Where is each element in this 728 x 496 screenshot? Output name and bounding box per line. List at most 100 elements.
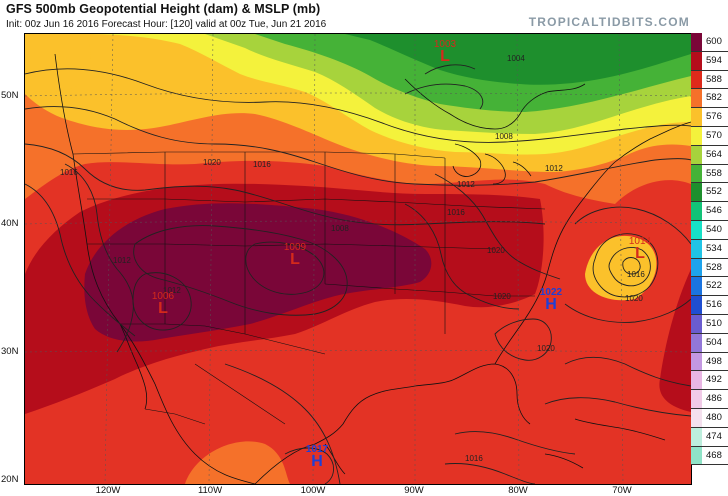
isobar-label: 1016 <box>627 270 645 279</box>
color-scale-row: 516 <box>691 296 728 315</box>
pressure-value: 1006 <box>151 291 175 302</box>
color-scale-label: 474 <box>706 430 722 442</box>
pressure-center-high: 1022 H <box>531 287 571 313</box>
map-subtitle: Init: 00z Jun 16 2016 Forecast Hour: [12… <box>6 19 327 30</box>
lon-label-120w: 120W <box>95 485 121 496</box>
color-scale-row: 600 <box>691 33 728 52</box>
low-marker: L <box>635 245 645 262</box>
graticule <box>25 34 691 484</box>
color-swatch <box>691 333 702 352</box>
color-scale-label: 582 <box>706 92 722 104</box>
weather-map: 1020 1016 1012 1008 1004 1016 1012 1020 … <box>24 33 692 485</box>
map-title: GFS 500mb Geopotential Height (dam) & MS… <box>6 2 321 16</box>
color-swatch <box>691 277 702 296</box>
color-scale-label: 594 <box>706 54 722 66</box>
color-swatch <box>691 390 702 408</box>
color-swatch <box>691 89 702 108</box>
color-swatch <box>691 220 702 239</box>
color-swatch <box>691 126 702 145</box>
color-scale-row: 546 <box>691 202 728 221</box>
isobar-label: 1020 <box>203 158 221 167</box>
isobar-label: 1020 <box>625 294 643 303</box>
isobar-label: 1016 <box>465 454 483 463</box>
color-swatch <box>691 352 702 371</box>
color-scale-row: 576 <box>691 108 728 127</box>
isobar-label: 1012 <box>163 286 181 295</box>
lat-label-40n: 40N <box>1 218 19 229</box>
color-swatch <box>691 164 702 183</box>
color-scale-label: 516 <box>706 299 722 311</box>
lat-label-20n: 20N <box>1 474 19 485</box>
band-582-south <box>185 441 290 484</box>
pressure-center-low: 1006 L <box>143 291 183 317</box>
color-scale-label: 480 <box>706 411 722 423</box>
color-scale-label: 564 <box>706 148 722 160</box>
isobar-label: 1012 <box>457 180 475 189</box>
color-scale-row: 510 <box>691 314 728 334</box>
pressure-center-low: 1014 L <box>620 236 660 262</box>
color-swatch <box>691 70 702 89</box>
color-swatch <box>691 202 702 220</box>
color-swatch <box>691 51 702 70</box>
color-scale-row: 504 <box>691 333 728 353</box>
color-swatch <box>691 145 702 164</box>
color-scale-label: 552 <box>706 186 722 198</box>
color-scale-label: 588 <box>706 73 722 85</box>
color-scale-label: 510 <box>706 317 722 329</box>
low-marker: L <box>158 300 168 317</box>
color-scale-row: 540 <box>691 220 728 240</box>
color-swatch <box>691 183 702 202</box>
pressure-value: 1014 <box>628 236 652 247</box>
color-scale-row: 492 <box>691 371 728 391</box>
isobar-label: 1008 <box>495 132 513 141</box>
lon-label-70w: 70W <box>612 485 632 496</box>
color-scale-label: 498 <box>706 355 722 367</box>
color-scale-row: 534 <box>691 239 728 259</box>
pressure-center-high: 1017 H <box>297 444 337 470</box>
color-scale-row: 564 <box>691 145 728 165</box>
color-scale-label: 492 <box>706 374 722 386</box>
color-scale-row: 588 <box>691 70 728 90</box>
color-scale-label: 576 <box>706 111 722 123</box>
color-scale-row: 480 <box>691 408 728 428</box>
color-swatch <box>691 296 702 314</box>
color-scale-label: 468 <box>706 449 722 461</box>
color-scale-legend: 600 594 588 582 576 570 564 558 552 546 540 534 528 5… <box>691 33 728 484</box>
color-scale-row: 558 <box>691 164 728 184</box>
lon-label-110w: 110W <box>197 485 223 496</box>
color-scale-row: 486 <box>691 390 728 409</box>
high-marker: H <box>545 296 557 313</box>
lon-label-80w: 80W <box>508 485 528 496</box>
lon-label-90w: 90W <box>404 485 424 496</box>
pressure-value: 1022 <box>539 287 563 298</box>
brand-watermark: TROPICALTIDBITS.COM <box>528 15 690 29</box>
isobars <box>25 64 691 484</box>
color-scale-row: 570 <box>691 126 728 146</box>
coastlines <box>54 53 691 484</box>
color-swatch <box>691 371 702 390</box>
isobar-label: 1008 <box>331 224 349 233</box>
isobar-label: 1020 <box>493 292 511 301</box>
color-scale-label: 546 <box>706 205 722 217</box>
color-scale-label: 558 <box>706 167 722 179</box>
color-swatch <box>691 446 702 465</box>
color-swatch <box>691 408 702 427</box>
color-scale-row: 594 <box>691 51 728 71</box>
lat-label-50n: 50N <box>1 90 19 101</box>
pressure-center-low: 1009 L <box>275 242 315 268</box>
isobar-label: 1020 <box>537 344 555 353</box>
color-swatch <box>691 314 702 333</box>
color-scale-row: 474 <box>691 427 728 447</box>
color-swatch <box>691 239 702 258</box>
color-scale-label: 570 <box>706 129 722 141</box>
lon-label-100w: 100W <box>300 485 326 496</box>
color-scale-row: 522 <box>691 277 728 297</box>
height-field <box>25 34 691 484</box>
color-scale-label: 534 <box>706 242 722 254</box>
band-600 <box>84 203 432 342</box>
isobar-label: 1012 <box>545 164 563 173</box>
color-scale-label: 540 <box>706 223 722 235</box>
color-swatch <box>691 258 702 277</box>
isobar-label: 1012 <box>113 256 131 265</box>
color-scale-row: 552 <box>691 183 728 203</box>
